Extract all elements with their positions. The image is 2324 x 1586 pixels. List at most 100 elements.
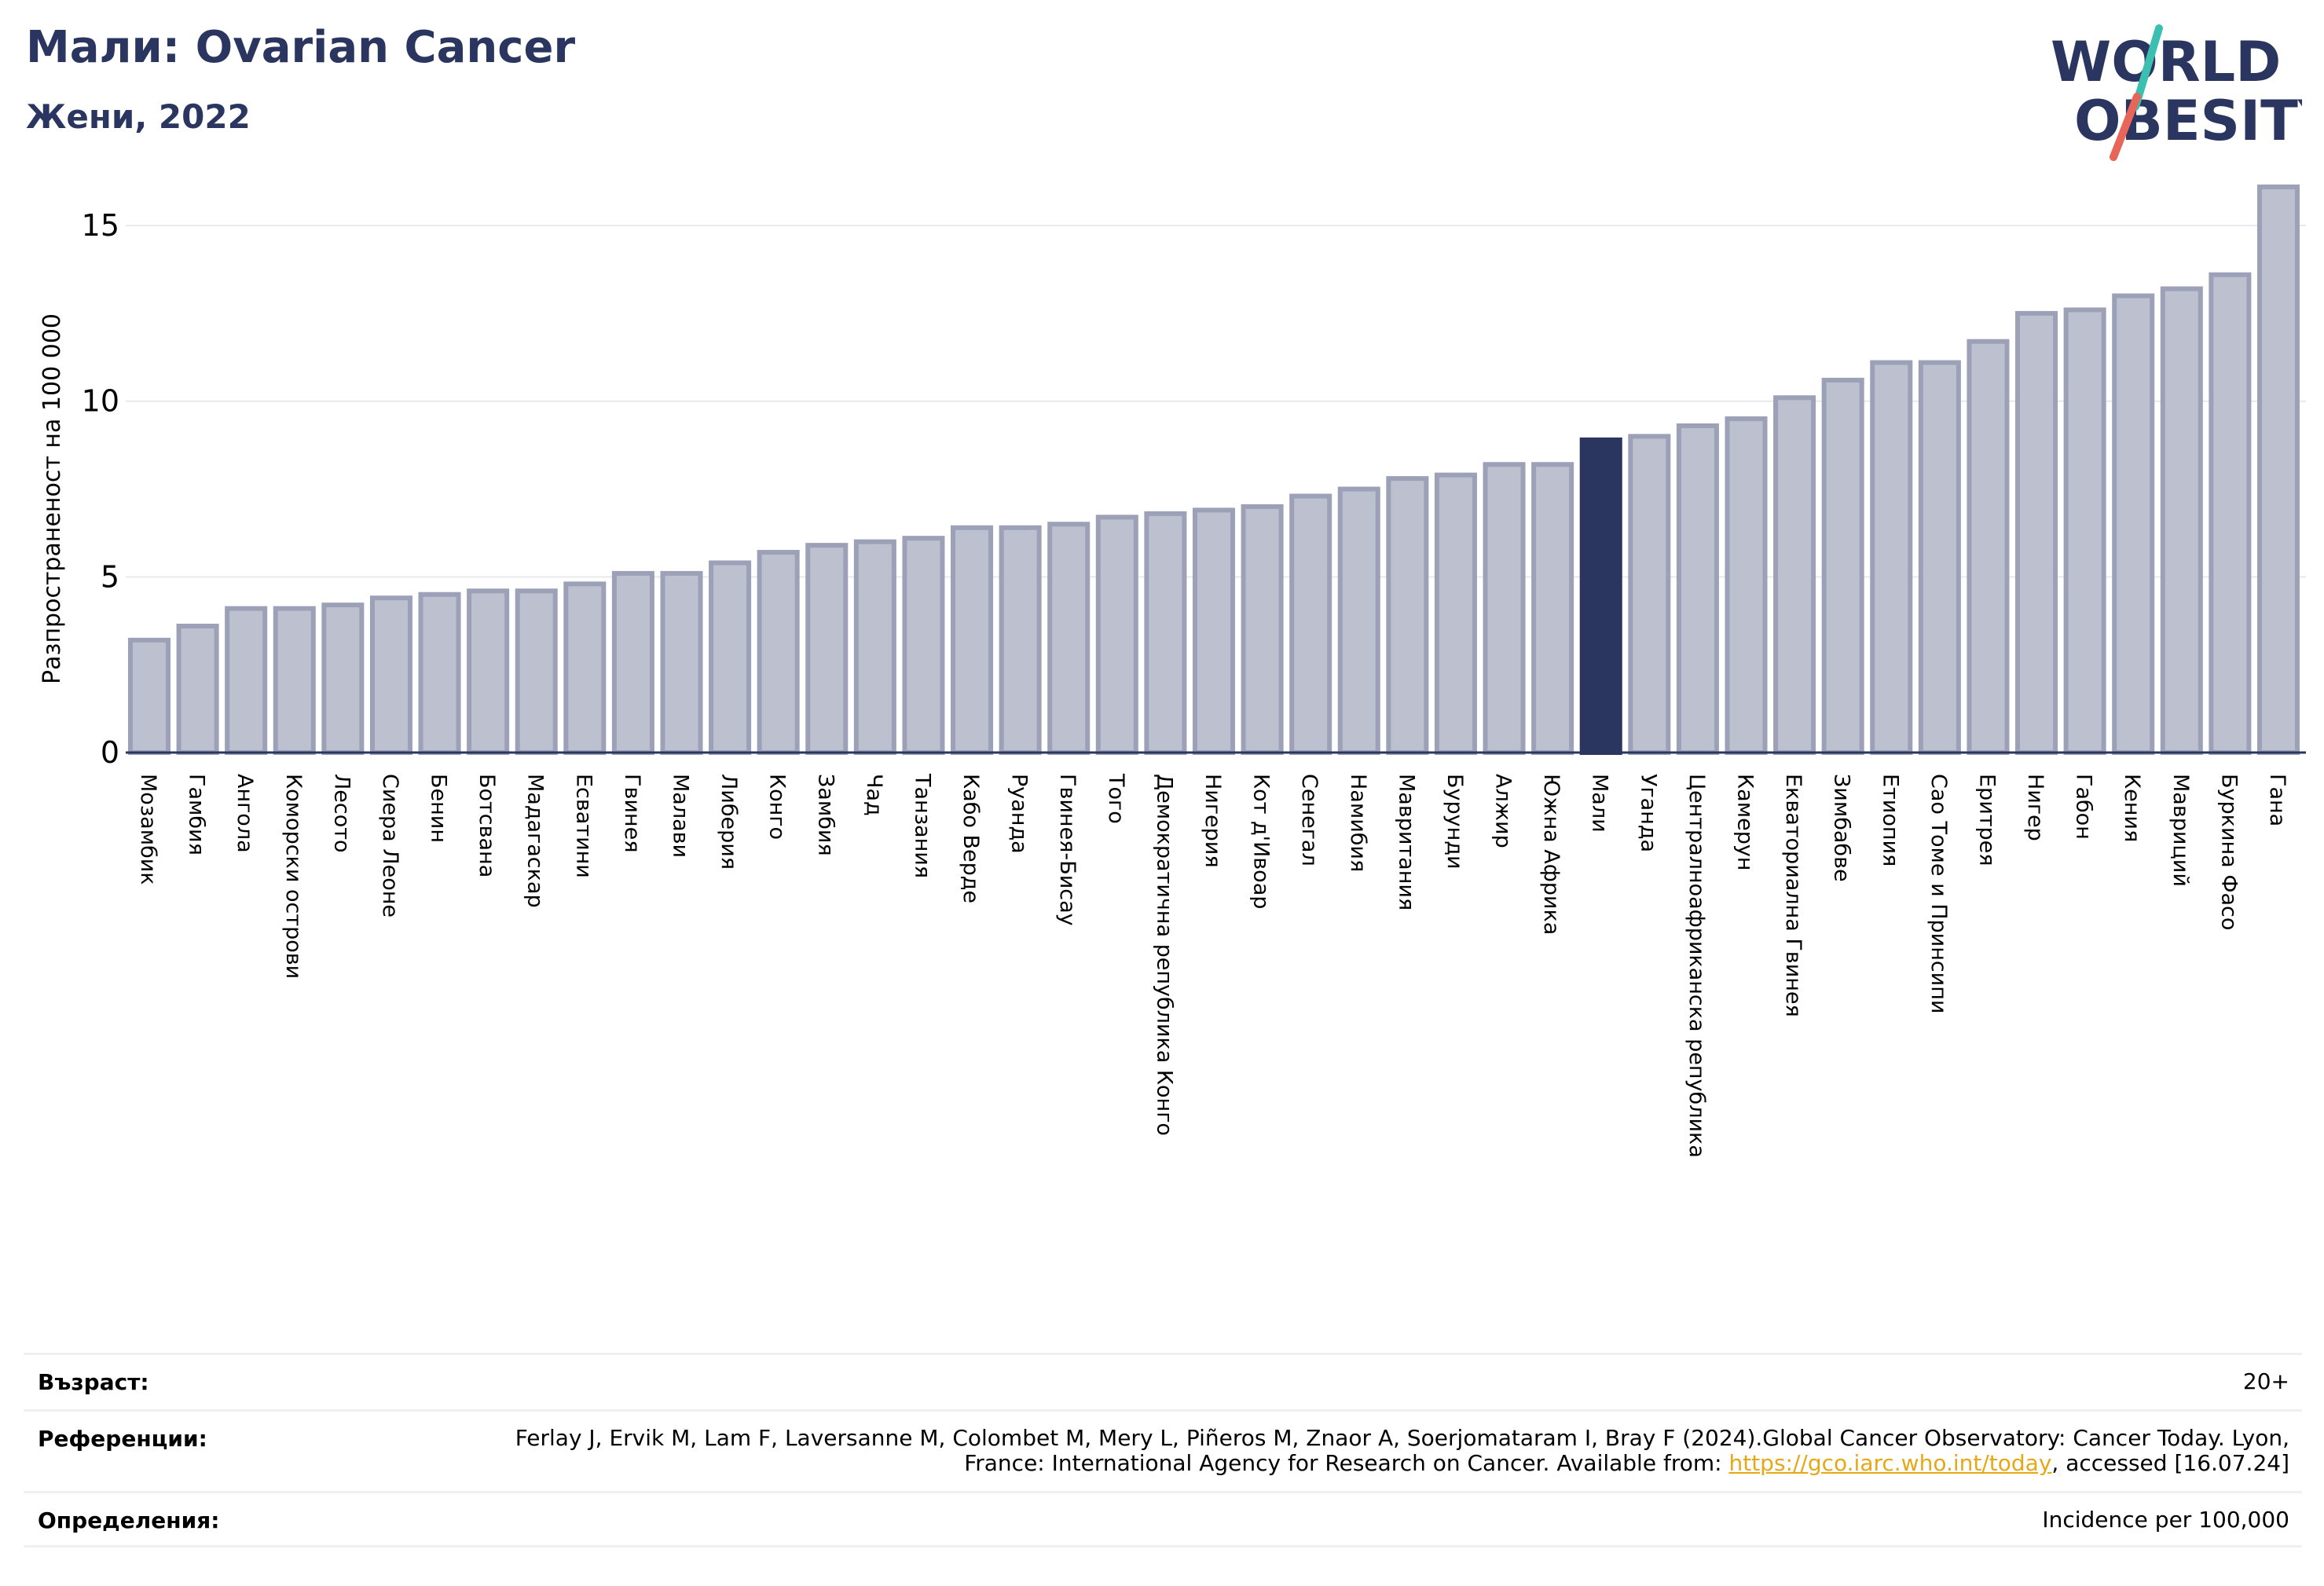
bar xyxy=(853,539,896,755)
definitions-value: Incidence per 100,000 xyxy=(2042,1507,2289,1533)
info-row-age: Възраст: 20+ xyxy=(24,1353,2302,1409)
x-tick-labels: Мозамбик Гамбия Ангола Коморски острови Лесо… xyxy=(136,773,2289,1158)
x-tick-label: Малави xyxy=(669,774,693,858)
x-tick-label: Алжир xyxy=(1491,774,1516,848)
x-tick-label: Кабо Верде xyxy=(959,774,983,903)
x-tick-label: Мали xyxy=(1588,774,1612,833)
x-tick-label: Чад xyxy=(862,774,886,816)
x-tick-label: Зимбабве xyxy=(1830,774,1854,882)
chart-title: Мали: Ovarian Cancer xyxy=(26,22,576,73)
x-tick-label: Демократична република Конго xyxy=(1152,774,1176,1136)
x-tick-label: Танзания xyxy=(910,773,934,878)
bar-highlight xyxy=(1579,437,1622,755)
x-tick-label: Нигерия xyxy=(1200,774,1225,868)
chart-subtitle: Жени, 2022 xyxy=(26,97,251,136)
x-tick-label: Южна Африка xyxy=(1539,774,1563,935)
bar xyxy=(951,525,994,756)
bar xyxy=(902,536,945,755)
bar xyxy=(2209,272,2252,755)
x-tick-label: Нигер xyxy=(2023,774,2047,841)
x-tick-label: Руанда xyxy=(1007,774,1032,854)
info-table: Възраст: 20+ Референции: Ferlay J, Ervik… xyxy=(24,1353,2302,1548)
bar xyxy=(757,550,800,756)
y-tick-label: 15 xyxy=(82,208,119,243)
bar xyxy=(1676,423,1719,755)
x-tick-label: Мавритания xyxy=(1394,774,1418,910)
bar xyxy=(1967,339,2010,755)
x-tick-label: Гамбия xyxy=(185,774,209,855)
bar xyxy=(1192,507,1236,756)
x-tick-label: Сенегал xyxy=(1297,774,1321,866)
bars xyxy=(127,184,2300,756)
x-tick-label: Кот д'Ивоар xyxy=(1249,774,1274,909)
x-tick-label: Намибия xyxy=(1346,774,1370,872)
bar xyxy=(2063,307,2106,756)
bar xyxy=(515,588,558,755)
world-obesity-logo: WORLD OBESITY xyxy=(2051,24,2302,161)
bar xyxy=(1628,434,1671,755)
y-tick-label: 0 xyxy=(101,735,119,770)
bar xyxy=(2112,293,2155,755)
bar xyxy=(563,581,607,755)
x-tick-label: Буркина Фасо xyxy=(2216,774,2241,930)
bar xyxy=(999,525,1042,756)
bar xyxy=(1821,377,1864,755)
bar xyxy=(805,543,849,755)
bar xyxy=(660,570,703,756)
bar xyxy=(1870,360,1913,755)
x-tick-label: Есватини xyxy=(571,774,596,878)
bar xyxy=(1483,462,1526,756)
logo-text-obesity: OBESITY xyxy=(2074,89,2302,153)
info-row-definitions: Определения: Incidence per 100,000 xyxy=(24,1491,2302,1548)
bar xyxy=(1289,493,1332,755)
age-value: 20+ xyxy=(2242,1368,2289,1394)
x-tick-label: Камерун xyxy=(1733,774,1758,870)
x-tick-label: Уганда xyxy=(1636,774,1660,852)
bar xyxy=(321,603,365,755)
bar xyxy=(1095,515,1138,755)
bar xyxy=(1773,395,1816,755)
logo-text-world: WORLD xyxy=(2051,30,2281,94)
x-tick-label: Бенин xyxy=(427,774,451,843)
x-tick-label: Екваториална Гвинея xyxy=(1781,774,1805,1017)
bar xyxy=(273,606,316,755)
x-tick-label: Ангола xyxy=(233,774,257,853)
x-tick-label: Мозамбик xyxy=(136,774,160,885)
x-tick-label: Гвинея xyxy=(620,774,644,852)
x-tick-label: Гвинея-Бисау xyxy=(1055,774,1080,926)
bar xyxy=(1386,476,1429,755)
bar xyxy=(1047,522,1091,755)
references-text: Ferlay J, Ervik M, Lam F, Laversanne M, … xyxy=(515,1425,2289,1476)
bar xyxy=(1434,472,1477,755)
age-label: Възраст: xyxy=(38,1369,149,1395)
references-suffix: , accessed [16.07.24] xyxy=(2051,1450,2289,1476)
bar xyxy=(225,606,268,755)
x-tick-label: Коморски острови xyxy=(281,774,306,979)
bar xyxy=(1531,462,1574,756)
bar xyxy=(1144,511,1187,755)
references-link[interactable]: https://gco.iarc.who.int/today xyxy=(1728,1450,2052,1476)
x-tick-label: Замбия xyxy=(813,774,838,856)
x-tick-label: Сао Томе и Принсипи xyxy=(1926,774,1951,1013)
x-tick-label: Бурунди xyxy=(1442,774,1467,870)
x-tick-label: Лесото xyxy=(329,774,354,853)
x-tick-label: Того xyxy=(1104,773,1128,824)
bar xyxy=(1337,486,1380,756)
bar xyxy=(467,588,510,755)
x-tick-label: Габон xyxy=(2072,774,2096,840)
info-row-references: Референции: Ferlay J, Ervik M, Lam F, La… xyxy=(24,1409,2302,1491)
x-tick-label: Ботсвана xyxy=(475,774,499,877)
x-tick-label: Еритрея xyxy=(1974,774,1999,866)
bar xyxy=(418,592,461,756)
x-tick-label: Конго xyxy=(765,774,790,840)
bar xyxy=(369,595,412,756)
y-tick-label: 5 xyxy=(101,559,119,594)
x-tick-label: Етиопия xyxy=(1878,774,1902,866)
bar xyxy=(611,570,654,756)
bar xyxy=(1241,504,1284,756)
x-tick-label: Мадагаскар xyxy=(523,774,548,908)
bar xyxy=(1725,416,1768,755)
y-tick-label: 10 xyxy=(82,384,119,419)
y-tick-labels: 0 5 10 15 xyxy=(82,208,119,770)
x-tick-label: Гана xyxy=(2265,774,2289,826)
